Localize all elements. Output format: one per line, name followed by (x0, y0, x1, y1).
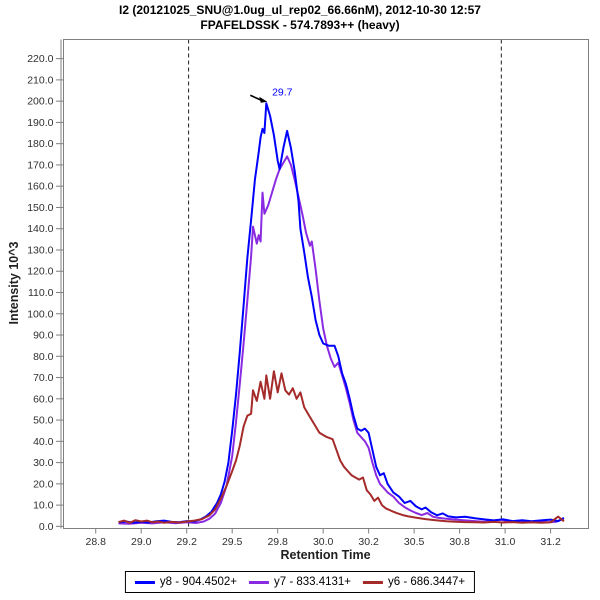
y-tick-label: 0.0 (39, 521, 54, 533)
legend-item-y7: y7 - 833.4131+ (248, 576, 352, 588)
x-tick-label: 31.2 (540, 536, 561, 548)
legend-label-y8: y8 - 904.4502+ (159, 576, 237, 588)
x-tick-label: 29.0 (131, 536, 152, 548)
x-axis-title: Retention Time (280, 548, 371, 562)
y-tick-label: 220.0 (27, 53, 53, 65)
peak-annotation-arrowhead (259, 96, 268, 103)
x-tick-label: 30.8 (449, 536, 470, 548)
y-tick-label: 110.0 (28, 287, 54, 299)
legend: y8 - 904.4502+ y7 - 833.4131+ y6 - 686.3… (124, 571, 476, 593)
y-tick-label: 180.0 (27, 138, 53, 150)
y-tick-label: 20.0 (33, 478, 54, 490)
series-trace-y6[interactable] (118, 370, 565, 524)
y-tick-label: 10.0 (33, 500, 54, 512)
chart-title: I2 (20121025_SNU@1.0ug_ul_rep02_66.66nM)… (119, 3, 481, 17)
y-tick-label: 60.0 (33, 393, 54, 405)
series-trace-y7[interactable] (118, 155, 565, 525)
x-tick-label: 29.5 (222, 536, 243, 548)
x-tick-label: 31.0 (495, 536, 516, 548)
legend-swatch-y6 (363, 580, 384, 584)
y-tick-label: 90.0 (33, 330, 54, 342)
x-tick-label: 29.2 (176, 536, 197, 548)
x-tick-label: 28.8 (86, 536, 107, 548)
series-trace-y8[interactable] (118, 102, 565, 524)
legend-label-y6: y6 - 686.3447+ (388, 576, 466, 588)
x-tick-label: 29.8 (267, 536, 288, 548)
x-tick-label: 30.5 (404, 536, 425, 548)
y-tick-label: 50.0 (33, 415, 54, 427)
y-tick-label: 190.0 (27, 117, 53, 129)
y-tick-label: 40.0 (33, 436, 54, 448)
legend-swatch-y8 (134, 580, 155, 584)
y-tick-label: 120.0 (27, 266, 53, 278)
y-tick-label: 70.0 (33, 372, 54, 384)
x-tick-label: 30.2 (358, 536, 379, 548)
plot-frame (63, 39, 589, 529)
y-tick-label: 150.0 (27, 202, 53, 214)
y-tick-label: 100.0 (27, 308, 53, 320)
y-tick-label: 160.0 (27, 181, 53, 193)
chart-subtitle: FPAFELDSSK - 574.7893++ (heavy) (200, 18, 400, 32)
y-tick-label: 170.0 (27, 159, 53, 171)
y-tick-label: 130.0 (27, 244, 53, 256)
y-axis-title: Intensity 10^3 (7, 241, 21, 325)
y-tick-label: 80.0 (33, 351, 54, 363)
y-tick-label: 140.0 (27, 223, 53, 235)
y-tick-label: 30.0 (33, 457, 54, 469)
legend-item-y6: y6 - 686.3447+ (363, 576, 465, 588)
y-tick-label: 200.0 (27, 96, 53, 108)
chart-header: I2 (20121025_SNU@1.0ug_ul_rep02_66.66nM)… (0, 3, 600, 33)
peak-annotation-arrow (249, 94, 262, 102)
x-tick-label: 30.0 (313, 536, 334, 548)
legend-label-y7: y7 - 833.4131+ (273, 576, 352, 588)
y-tick-label: 210.0 (27, 74, 53, 86)
legend-item-y8: y8 - 904.4502+ (134, 576, 237, 588)
legend-swatch-y7 (248, 580, 269, 584)
peak-annotation-label[interactable]: 29.7 (272, 86, 293, 98)
